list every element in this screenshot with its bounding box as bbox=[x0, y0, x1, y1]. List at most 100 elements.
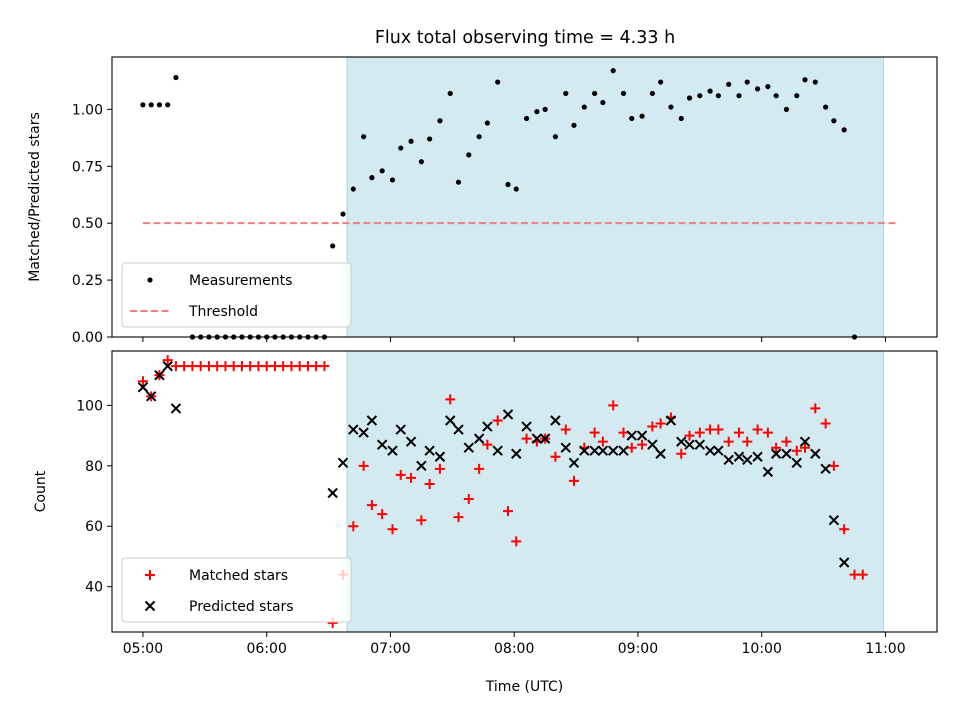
measurement-point bbox=[369, 175, 375, 181]
predicted-star-point bbox=[453, 424, 464, 435]
measurement-point bbox=[427, 136, 433, 142]
bottom-observing-span bbox=[346, 350, 884, 633]
predicted-star-point bbox=[445, 415, 456, 426]
measurement-point bbox=[754, 86, 761, 92]
measurement-point bbox=[629, 115, 635, 122]
matched-star-point bbox=[560, 424, 571, 435]
x-tick-label: 06:00 bbox=[247, 641, 287, 657]
predicted-star-point bbox=[799, 436, 811, 447]
bottom-y-axis-label: Count bbox=[33, 470, 49, 512]
matched-star-point bbox=[791, 445, 802, 456]
predicted-star-point bbox=[723, 454, 734, 465]
measurement-point bbox=[765, 83, 771, 90]
measurement-point bbox=[773, 93, 779, 99]
measurement-point bbox=[361, 134, 367, 140]
matched-star-point bbox=[655, 418, 666, 429]
x-tick-label: 08:00 bbox=[494, 641, 534, 657]
matched-star-point bbox=[857, 569, 868, 580]
matched-star-point bbox=[676, 448, 687, 459]
predicted-star-point bbox=[434, 451, 446, 462]
legend-matched-stars-swatch bbox=[145, 570, 155, 580]
predicted-star-point bbox=[376, 439, 388, 450]
matched-star-point bbox=[395, 469, 406, 480]
matched-star-point bbox=[828, 460, 839, 471]
predicted-star-point bbox=[492, 445, 503, 456]
bottom-y-tick-label: 40 bbox=[85, 580, 103, 596]
measurement-point bbox=[812, 79, 818, 85]
measurement-point bbox=[140, 102, 146, 108]
measurement-point bbox=[841, 127, 847, 133]
matched-star-point bbox=[597, 436, 608, 447]
matched-star-point bbox=[742, 436, 753, 447]
measurement-point bbox=[534, 109, 540, 115]
predicted-star-point bbox=[550, 415, 561, 426]
predicted-star-point bbox=[387, 445, 398, 456]
measurement-point bbox=[165, 102, 171, 108]
matched-star-point bbox=[734, 427, 744, 438]
matched-star-point bbox=[771, 442, 782, 453]
x-tick-label: 10:00 bbox=[742, 641, 782, 657]
predicted-star-point bbox=[366, 415, 378, 426]
measurement-point bbox=[802, 77, 808, 83]
matched-star-point bbox=[424, 478, 435, 489]
measurement-point bbox=[523, 115, 530, 122]
matched-star-point bbox=[387, 524, 398, 535]
measurement-point bbox=[156, 102, 163, 108]
measurement-point bbox=[340, 211, 346, 217]
matched-star-point bbox=[377, 509, 388, 520]
predicted-star-point bbox=[170, 403, 182, 414]
predicted-star-point bbox=[828, 514, 840, 526]
measurement-point bbox=[686, 95, 693, 101]
predicted-star-point bbox=[694, 439, 706, 450]
chart-title: Flux total observing time = 4.33 h bbox=[375, 28, 675, 48]
measurement-point bbox=[513, 186, 519, 192]
predicted-star-point bbox=[473, 433, 485, 444]
measurement-point bbox=[794, 93, 800, 99]
matched-star-point bbox=[463, 494, 474, 505]
predicted-star-point bbox=[482, 421, 493, 432]
matched-star-point bbox=[453, 512, 464, 523]
predicted-star-point bbox=[791, 457, 802, 469]
matched-star-point bbox=[608, 400, 619, 411]
measurement-point bbox=[505, 181, 511, 188]
bottom-y-tick-label: 60 bbox=[85, 519, 103, 535]
measurement-point bbox=[783, 106, 790, 112]
bottom-y-tick-label: 100 bbox=[76, 398, 103, 414]
legend-threshold-label: Threshold bbox=[188, 304, 258, 320]
measurement-point bbox=[476, 134, 482, 140]
predicted-star-point bbox=[568, 457, 580, 469]
matched-star-point bbox=[434, 463, 445, 474]
measurement-point bbox=[823, 104, 829, 110]
measurement-point bbox=[592, 90, 598, 97]
matched-star-point bbox=[752, 424, 763, 435]
predicted-star-point bbox=[742, 454, 753, 465]
predicted-star-point bbox=[145, 391, 157, 402]
predicted-star-point bbox=[676, 436, 687, 447]
predicted-star-point bbox=[337, 457, 349, 469]
matched-star-point bbox=[810, 403, 821, 414]
top-y-tick-label: 0.50 bbox=[72, 216, 103, 232]
measurement-point bbox=[649, 90, 655, 97]
predicted-star-point bbox=[358, 427, 369, 438]
predicted-star-point bbox=[704, 445, 716, 456]
measurement-point bbox=[639, 113, 645, 119]
top-markers bbox=[140, 68, 858, 340]
predicted-star-point bbox=[770, 448, 782, 459]
bottom-y-tick-label: 80 bbox=[85, 459, 103, 475]
measurement-point bbox=[408, 138, 414, 144]
measurement-point bbox=[678, 115, 684, 122]
top-legend-box bbox=[121, 262, 352, 328]
matched-star-point bbox=[492, 415, 503, 426]
top-panel: 0.00 0.25 0.50 0.75 1.00 Matched/Predicted st… bbox=[27, 56, 938, 346]
predicted-star-point bbox=[733, 451, 745, 462]
matched-star-point bbox=[445, 394, 456, 405]
predicted-star-point bbox=[327, 487, 338, 499]
predicted-star-point bbox=[162, 360, 173, 372]
matched-star-point bbox=[348, 521, 359, 532]
predicted-star-point bbox=[424, 445, 435, 456]
measurement-point bbox=[173, 74, 179, 81]
measurement-point bbox=[610, 68, 616, 74]
measurement-point bbox=[437, 118, 443, 124]
